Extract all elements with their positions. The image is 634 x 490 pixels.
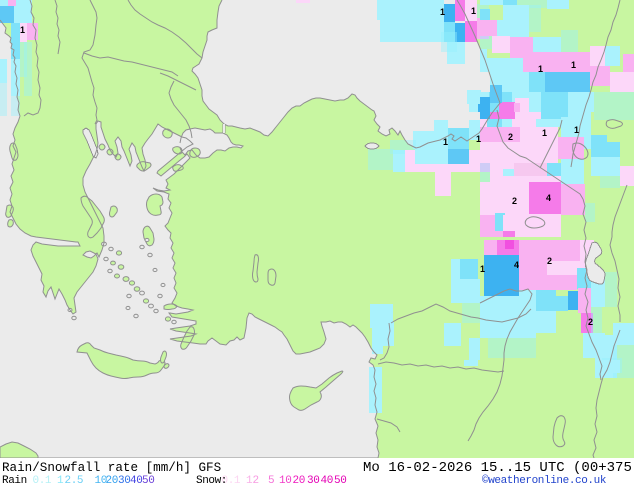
svg-text:1: 1: [476, 134, 481, 144]
svg-text:4: 4: [514, 260, 519, 270]
svg-text:2: 2: [512, 196, 517, 206]
svg-text:1: 1: [574, 125, 579, 135]
svg-text:2: 2: [588, 317, 593, 327]
svg-text:1: 1: [542, 128, 547, 138]
svg-text:1: 1: [471, 6, 476, 16]
svg-text:4: 4: [546, 193, 551, 203]
svg-text:2: 2: [547, 256, 552, 266]
svg-text:2: 2: [508, 132, 513, 142]
svg-text:1: 1: [480, 264, 485, 274]
svg-text:1: 1: [443, 137, 448, 147]
svg-text:1: 1: [571, 60, 576, 70]
svg-text:1: 1: [538, 64, 543, 74]
svg-text:1: 1: [440, 7, 445, 17]
svg-text:1: 1: [20, 25, 25, 35]
